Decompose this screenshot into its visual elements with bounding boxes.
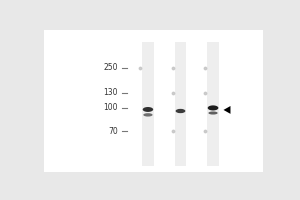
- Ellipse shape: [208, 111, 218, 115]
- Bar: [142, 42, 154, 166]
- Bar: [175, 42, 186, 166]
- Text: 100: 100: [103, 103, 118, 112]
- Bar: [207, 42, 219, 166]
- Text: 70: 70: [108, 127, 118, 136]
- Polygon shape: [224, 106, 230, 114]
- Text: 250: 250: [103, 63, 118, 72]
- Ellipse shape: [143, 107, 153, 112]
- Text: 130: 130: [103, 88, 118, 97]
- Ellipse shape: [176, 109, 185, 113]
- Ellipse shape: [143, 113, 153, 117]
- Ellipse shape: [208, 105, 218, 110]
